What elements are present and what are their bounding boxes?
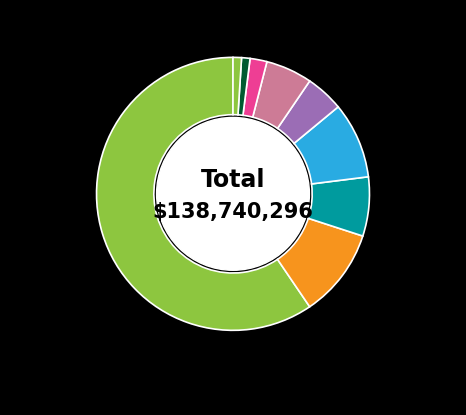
Wedge shape: [238, 58, 250, 115]
Text: $138,740,296: $138,740,296: [152, 202, 314, 222]
Wedge shape: [243, 59, 267, 117]
Wedge shape: [253, 62, 310, 128]
Text: Total: Total: [201, 168, 265, 192]
Wedge shape: [277, 218, 363, 307]
Wedge shape: [308, 177, 370, 236]
Wedge shape: [233, 57, 241, 115]
Wedge shape: [277, 81, 338, 144]
Wedge shape: [294, 107, 369, 184]
Wedge shape: [96, 57, 310, 330]
Circle shape: [157, 117, 309, 270]
